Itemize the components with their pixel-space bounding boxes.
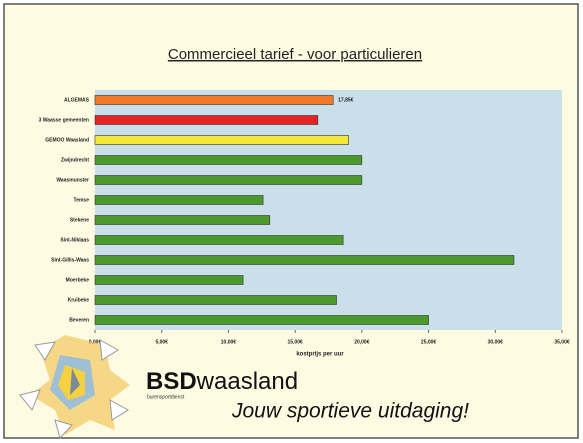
chart-title: Commercieel tarief - voor particulieren — [168, 46, 422, 63]
plot-area — [95, 90, 562, 330]
y-tick-label: Moerbeke — [66, 277, 90, 283]
logo-tagline: Jouw sportieve uitdaging! — [231, 400, 469, 423]
x-tick-label: 35,00€ — [554, 339, 570, 345]
y-tick-label: ALGEMAS — [64, 97, 90, 103]
bar — [95, 196, 263, 205]
bar — [95, 276, 243, 285]
y-tick-label: 3 Waasse gemeenten — [39, 117, 89, 123]
value-label: 17,85€ — [338, 97, 354, 103]
x-tick-label: 25,00€ — [421, 339, 437, 345]
y-tick-label: Sint-Gillis-Waas — [51, 257, 89, 263]
bar — [95, 216, 270, 225]
bar — [95, 136, 349, 145]
bar — [95, 116, 318, 125]
x-tick-label: 15,00€ — [287, 339, 303, 345]
x-tick-label: 10,00€ — [221, 339, 237, 345]
logo-brand-rest: waasland — [196, 368, 298, 395]
y-tick-label: Stekene — [70, 217, 89, 223]
y-tick-label: Waasmunster — [56, 177, 89, 183]
logo-brand: BSDwaasland — [146, 368, 298, 395]
y-tick-label: Zwijndrecht — [61, 157, 89, 163]
y-tick-label: Temse — [74, 197, 90, 203]
bar — [95, 316, 429, 325]
y-tick-label: Kruibeke — [68, 297, 90, 303]
bar — [95, 96, 333, 105]
x-tick-label: 5,00€ — [155, 339, 168, 345]
y-tick-label: Beveren — [69, 317, 89, 323]
x-axis-label: kostprijs per uur — [296, 352, 344, 358]
bar — [95, 296, 337, 305]
bar — [95, 156, 362, 165]
bar — [95, 256, 514, 265]
x-tick-label: 20,00€ — [354, 339, 370, 345]
logo-brand-bold: BSD — [146, 368, 197, 395]
y-tick-label: Sint-Niklaas — [60, 237, 89, 243]
y-tick-label: GEMOO Waasland — [45, 137, 89, 143]
bar — [95, 176, 362, 185]
slide: Commercieel tarief - voor particulieren … — [0, 0, 583, 443]
logo-subtitle: burensportdienst — [147, 394, 185, 400]
x-tick-label: 30,00€ — [488, 339, 504, 345]
bar — [95, 236, 343, 245]
